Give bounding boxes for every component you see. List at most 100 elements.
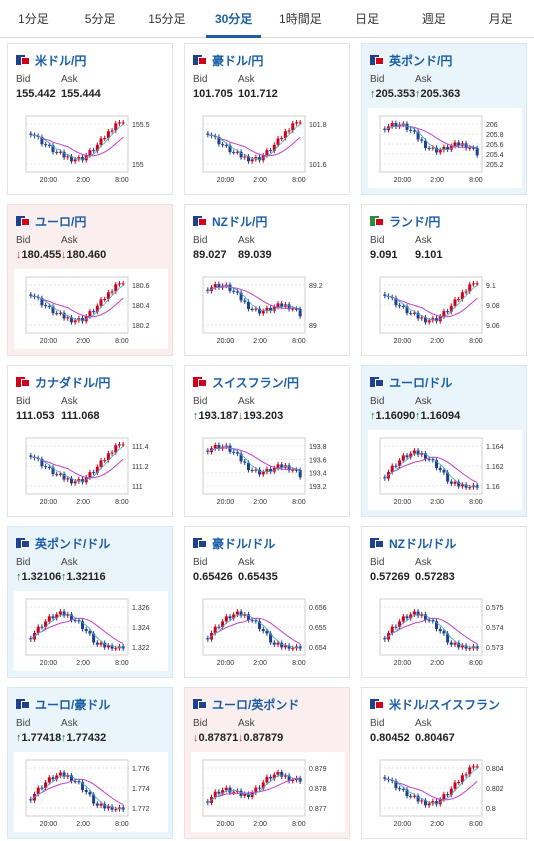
candle-body (81, 782, 85, 791)
candle-body (51, 306, 55, 314)
y-tick-label: 1.772 (132, 806, 150, 813)
pair-name-link[interactable]: スイスフラン/円 (212, 375, 299, 390)
candle-body (66, 614, 70, 616)
bid-label: Bid (193, 557, 208, 568)
pair-name-link[interactable]: ユーロ/ドル (389, 375, 453, 390)
rate-card[interactable]: スイスフラン/円 Bid Ask ↑193.187↓193.203 193.8 193.6… (184, 365, 350, 517)
candle-body (224, 616, 228, 622)
card-header: NZドル/円 (193, 213, 345, 229)
candle-body (427, 320, 431, 323)
rate-card[interactable]: 米ドル/スイスフラン Bid Ask 0.80452 0.80467 0.804 0.802… (361, 687, 527, 839)
candle-body (291, 123, 295, 131)
pair-name-link[interactable]: 豪ドル/円 (212, 53, 264, 68)
candle-body (468, 767, 472, 775)
mini-candlestick-chart[interactable]: 9.1 9.08 9.06 20:00 2:00 8:00 (368, 269, 522, 349)
x-tick-label: 8:00 (292, 821, 306, 828)
rate-card[interactable]: 英ポンド/円 Bid Ask ↑205.353↑205.363 206 205.8 205.… (361, 43, 527, 195)
moving-average-short (207, 124, 301, 160)
mini-candlestick-chart[interactable]: 89.2 89 20:00 2:00 8:00 (191, 269, 345, 349)
rate-card[interactable]: カナダドル/円 Bid Ask 111.053 111.068 111.4 111.2 111… (7, 365, 173, 517)
mini-candlestick-chart[interactable]: 111.4 111.2 111 20:00 2:00 8:00 (14, 430, 168, 510)
tab-4[interactable]: 1時間足 (279, 12, 322, 26)
tab-5[interactable]: 日足 (355, 12, 380, 26)
y-tick-label: 111.4 (132, 444, 149, 451)
card-header: 豪ドル/ドル (193, 535, 345, 551)
pair-name-link[interactable]: ユーロ/円 (35, 214, 87, 229)
rate-card[interactable]: ユーロ/英ポンド Bid Ask ↓0.87871↓0.87879 0.879 0.878… (184, 687, 350, 839)
candle-body (110, 645, 114, 649)
x-tick-label: 2:00 (430, 660, 444, 667)
candle-body (239, 611, 243, 616)
pair-name-link[interactable]: カナダドル/円 (35, 375, 111, 390)
mini-candlestick-chart[interactable]: 1.164 1.162 1.16 20:00 2:00 8:00 (368, 430, 522, 510)
tab-6[interactable]: 週足 (421, 12, 446, 26)
candle-body (298, 309, 302, 317)
y-tick-label: 193.4 (309, 471, 327, 478)
mini-candlestick-chart[interactable]: 180.6 180.4 180.2 20:00 2:00 8:00 (14, 269, 168, 349)
mini-candlestick-chart[interactable]: 0.656 0.655 0.654 20:00 2:00 8:00 (191, 591, 345, 671)
bid-value: 0.87871 (198, 732, 239, 744)
rate-card[interactable]: 英ポンド/ドル Bid Ask ↑1.32106↑1.32116 1.326 1.324 1… (7, 526, 173, 678)
tab-1[interactable]: 5分足 (84, 12, 116, 26)
candle-body (217, 626, 221, 628)
pair-name-link[interactable]: NZドル/ドル (389, 536, 457, 551)
pair-name-link[interactable]: ランド/円 (389, 214, 441, 229)
pair-name-link[interactable]: ユーロ/英ポンド (212, 697, 300, 712)
x-tick-label: 20:00 (394, 338, 412, 345)
pair-name-link[interactable]: NZドル/円 (212, 214, 268, 229)
pair-name-link[interactable]: 米ドル/スイスフラン (389, 697, 500, 712)
x-tick-label: 2:00 (76, 499, 90, 506)
rate-card[interactable]: 豪ドル/ドル Bid Ask 0.65426 0.65435 0.656 0.655 0.65… (184, 526, 350, 678)
candle-body (228, 787, 232, 793)
candle-body (117, 122, 121, 124)
pair-name-link[interactable]: 豪ドル/ドル (212, 536, 276, 551)
y-tick-label: 9.06 (486, 323, 500, 330)
candle-body (95, 305, 99, 312)
mini-candlestick-chart[interactable]: 155.5 155 20:00 2:00 8:00 (14, 108, 168, 188)
rate-card[interactable]: NZドル/ドル Bid Ask 0.57269 0.57283 0.575 0.574 0.5… (361, 526, 527, 678)
pair-name-link[interactable]: 英ポンド/ドル (35, 536, 111, 551)
pair-name-link[interactable]: 英ポンド/円 (389, 53, 453, 68)
moving-average-short (30, 774, 124, 810)
rate-card[interactable]: ユーロ/ドル Bid Ask ↑1.16090↑1.16094 1.164 1.162 1.… (361, 365, 527, 517)
tab-2[interactable]: 15分足 (148, 12, 186, 26)
candle-body (276, 138, 280, 145)
ask-direction-icon: ↓ (238, 410, 244, 422)
candle-body (442, 794, 446, 800)
mini-candlestick-chart[interactable]: 1.776 1.774 1.772 20:00 2:00 8:00 (14, 752, 168, 832)
tab-0[interactable]: 1分足 (18, 12, 49, 26)
candle-body (460, 775, 464, 783)
candle-body (294, 469, 298, 471)
rate-card[interactable]: 豪ドル/円 Bid Ask 101.705 101.712 101.8 101.6 20:00… (184, 43, 350, 195)
candle-body (475, 766, 479, 768)
rate-card[interactable]: ランド/円 Bid Ask 9.091 9.101 9.1 9.08 9.06 20:00 2:0… (361, 204, 527, 356)
quote-values: 89.027 89.039 (193, 249, 272, 261)
x-tick-label: 2:00 (253, 660, 267, 667)
rate-card[interactable]: ユーロ/豪ドル Bid Ask ↑1.77418↑1.77432 1.776 1.774 1… (7, 687, 173, 839)
mini-candlestick-chart[interactable]: 0.804 0.802 0.8 20:00 2:00 8:00 (368, 752, 522, 832)
mini-candlestick-chart[interactable]: 101.8 101.6 20:00 2:00 8:00 (191, 108, 345, 188)
mini-candlestick-chart[interactable]: 206 205.8 205.6 205.4 205.2 20:00 2:00 8:00 (368, 108, 522, 188)
candle-body (246, 793, 250, 797)
mini-candlestick-chart[interactable]: 193.8 193.6 193.4 193.2 20:00 2:00 8:00 (191, 430, 345, 510)
mini-candlestick-chart[interactable]: 1.326 1.324 1.322 20:00 2:00 8:00 (14, 591, 168, 671)
moving-average-long (207, 777, 301, 804)
currency-flag-icon (370, 55, 384, 65)
candle-body (420, 453, 424, 455)
pair-name-link[interactable]: ユーロ/豪ドル (35, 697, 111, 712)
rate-card[interactable]: NZドル/円 Bid Ask 89.027 89.039 89.2 89 20:00 2:00 8… (184, 204, 350, 356)
candle-body (294, 122, 298, 124)
tab-3[interactable]: 30分足 (200, 0, 267, 38)
rate-card[interactable]: ユーロ/円 Bid Ask ↓180.455↓180.460 180.6 180.4 180… (7, 204, 173, 356)
candle-body (117, 444, 121, 446)
rate-card[interactable]: 米ドル/円 Bid Ask 155.442 155.444 155.5 155 20:00 2:… (7, 43, 173, 195)
candle-body (88, 472, 92, 478)
candle-body (265, 150, 269, 156)
tab-7[interactable]: 月足 (488, 12, 513, 26)
pair-name-link[interactable]: 米ドル/円 (35, 53, 87, 68)
candle-body (66, 775, 70, 777)
moving-average-short (207, 613, 301, 649)
mini-candlestick-chart[interactable]: 0.879 0.878 0.877 20:00 2:00 8:00 (191, 752, 345, 832)
mini-candlestick-chart[interactable]: 0.575 0.574 0.573 20:00 2:00 8:00 (368, 591, 522, 671)
y-tick-label: 1.326 (132, 605, 150, 612)
